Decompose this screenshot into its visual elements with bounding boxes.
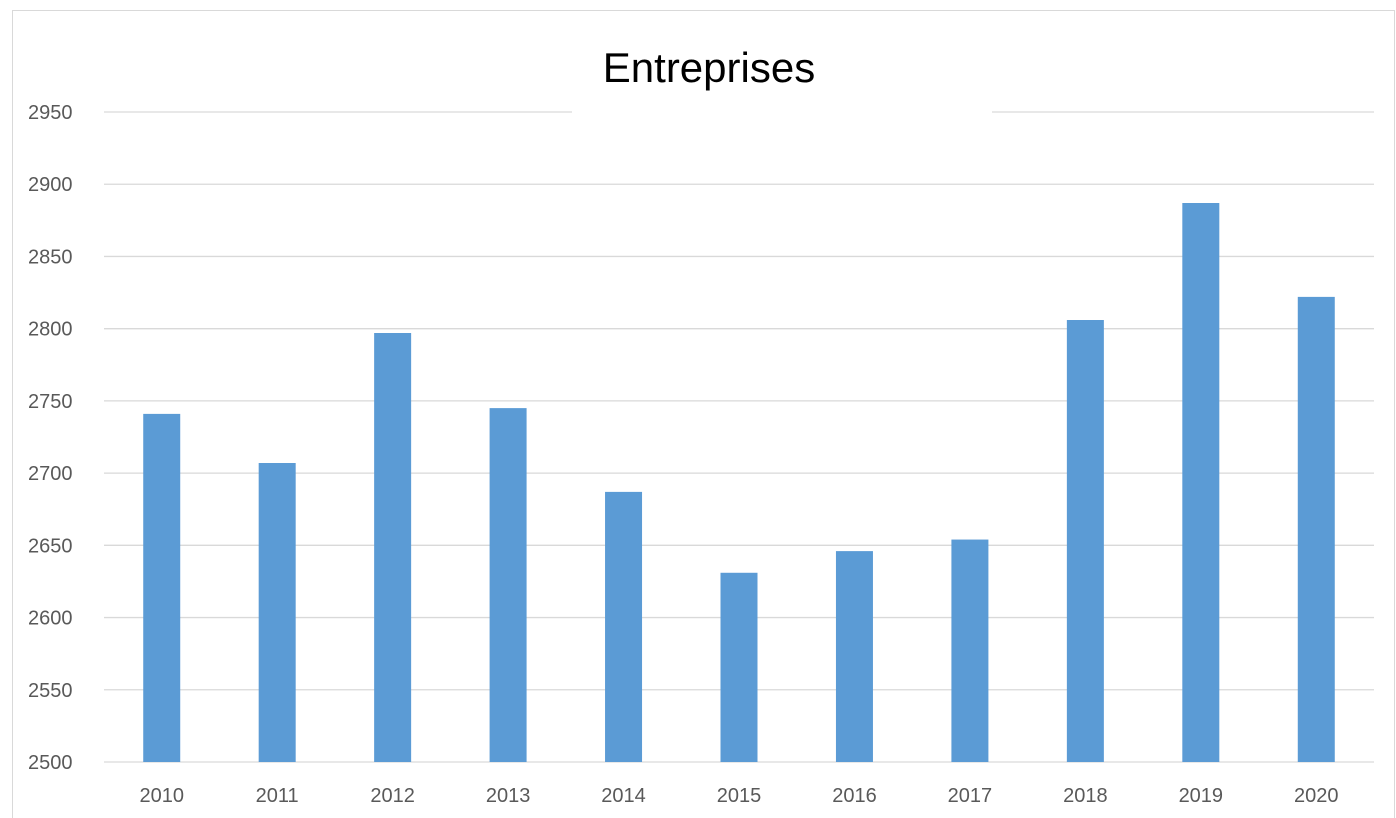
x-tick-label: 2019 bbox=[1179, 785, 1224, 807]
bar-2010 bbox=[143, 413, 181, 762]
bar-2016 bbox=[835, 551, 873, 762]
bar-2013 bbox=[489, 408, 527, 762]
bar-2019 bbox=[1182, 203, 1220, 762]
bar-2012 bbox=[374, 333, 412, 762]
bar-2014 bbox=[605, 491, 643, 762]
y-tick-label: 2900 bbox=[28, 174, 73, 196]
x-tick-label: 2013 bbox=[486, 785, 531, 807]
x-tick-label: 2017 bbox=[948, 785, 993, 807]
bar-2011 bbox=[258, 463, 296, 762]
title-backdrop bbox=[572, 60, 992, 130]
x-tick-label: 2010 bbox=[139, 785, 184, 807]
y-tick-label: 2650 bbox=[28, 535, 73, 557]
x-tick-label: 2020 bbox=[1294, 785, 1339, 807]
y-tick-label: 2800 bbox=[28, 319, 73, 341]
chart-title: Entreprises bbox=[603, 44, 815, 91]
bar-2015 bbox=[720, 572, 758, 762]
x-tick-label: 2011 bbox=[256, 785, 299, 807]
x-tick-label: 2016 bbox=[832, 785, 877, 807]
bar-2018 bbox=[1066, 320, 1104, 762]
y-axis-tick-labels: 2500 2550 2600 2650 2700 2750 2800 2850 2900 2950 bbox=[28, 102, 73, 774]
y-tick-label: 2750 bbox=[28, 391, 73, 413]
bars bbox=[143, 203, 1335, 762]
x-tick-label: 2014 bbox=[601, 785, 646, 807]
x-tick-label: 2018 bbox=[1063, 785, 1108, 807]
y-tick-label: 2950 bbox=[28, 102, 73, 124]
y-tick-label: 2550 bbox=[28, 680, 73, 702]
x-axis-tick-labels: 2010 2011 2012 2013 2014 2015 2016 2017 2018 2019… bbox=[139, 785, 1338, 807]
bar-2020 bbox=[1297, 296, 1335, 762]
y-tick-label: 2600 bbox=[28, 608, 73, 630]
y-tick-label: 2850 bbox=[28, 246, 73, 268]
y-tick-label: 2500 bbox=[28, 752, 73, 774]
bar-2017 bbox=[951, 539, 989, 762]
x-tick-label: 2012 bbox=[370, 785, 415, 807]
x-tick-label: 2015 bbox=[717, 785, 762, 807]
chart-frame bbox=[12, 10, 1395, 818]
y-tick-label: 2700 bbox=[28, 463, 73, 485]
